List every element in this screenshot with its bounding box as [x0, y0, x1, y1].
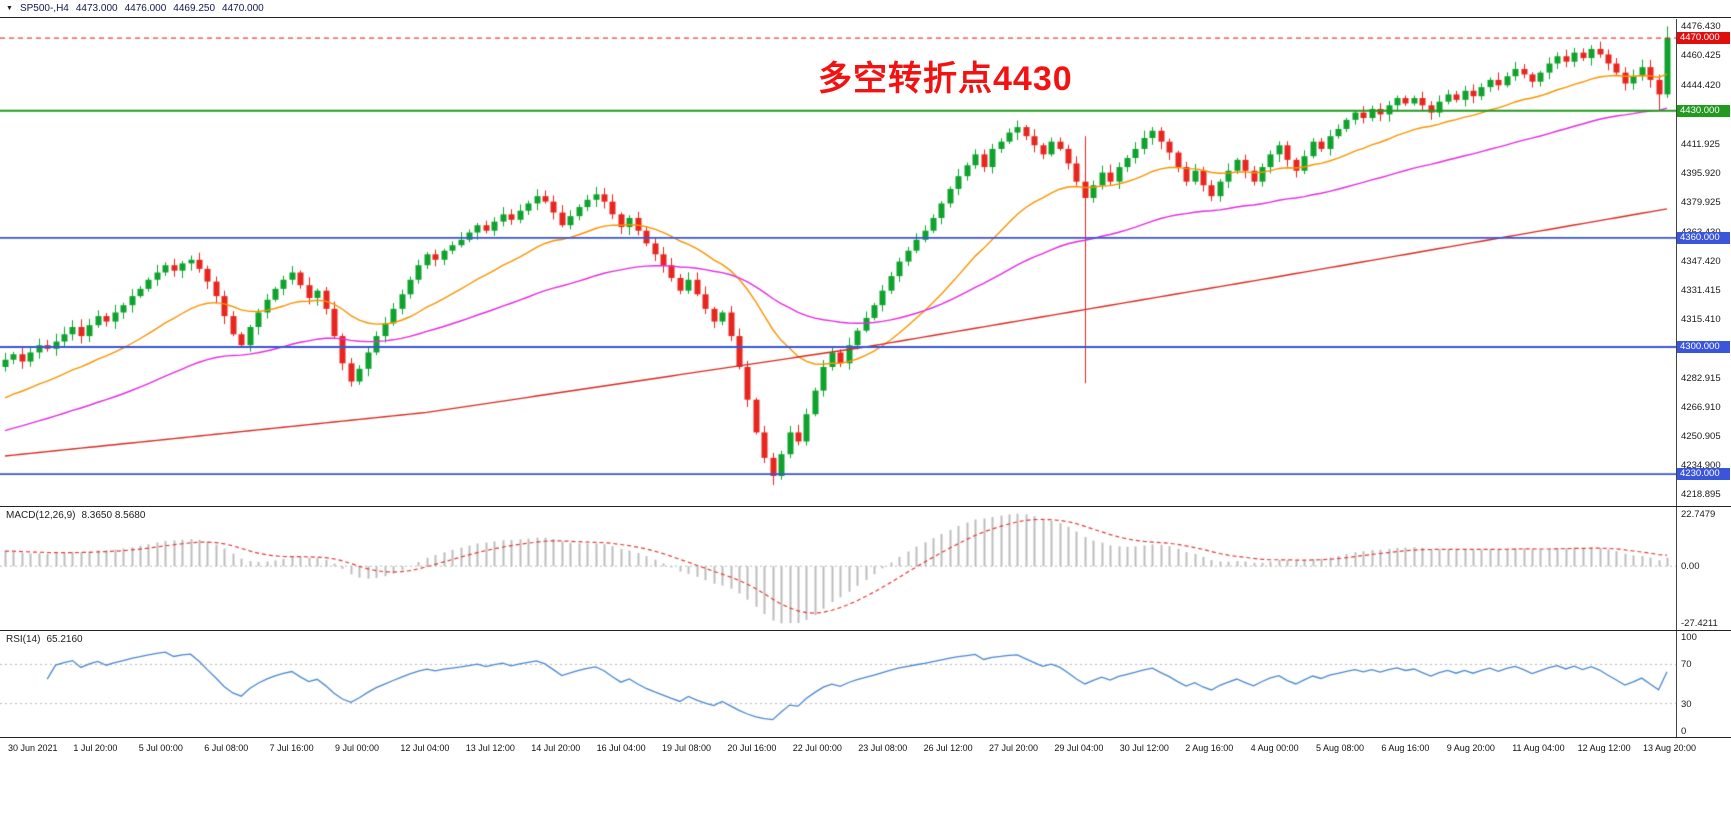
macd-axis-label: -27.4211 [1681, 618, 1718, 629]
rsi-values: 65.2160 [46, 634, 83, 645]
price-axis-label: 4347.420 [1681, 255, 1721, 267]
time-axis-label: 7 Jul 16:00 [269, 743, 314, 753]
time-axis-label: 9 Jul 00:00 [335, 743, 380, 753]
symbol-dropdown-icon: ▼ [6, 5, 13, 12]
time-axis-label: 22 Jul 00:00 [792, 743, 842, 753]
time-axis-label: 30 Jun 2021 [8, 743, 58, 753]
time-axis-label: 6 Aug 16:00 [1381, 743, 1430, 753]
price-axis-label: 4250.905 [1681, 431, 1721, 443]
price-badge: 4430.000 [1677, 104, 1730, 117]
macd-label: MACD(12,26,9) 8.3650 8.5680 [6, 510, 145, 521]
time-axis-label: 16 Jul 04:00 [596, 743, 646, 753]
price-axis-label: 4315.410 [1681, 313, 1721, 325]
price-axis[interactable] [1676, 19, 1731, 506]
price-axis-label: 4395.920 [1681, 167, 1721, 179]
macd-canvas[interactable] [0, 507, 1676, 630]
ohlc-quote-bar: ▼ SP500-,H4 4473.000 4476.000 4469.250 4… [0, 0, 1731, 18]
time-axis-label: 13 Aug 20:00 [1643, 743, 1697, 753]
time-axis-label: 14 Jul 20:00 [531, 743, 581, 753]
rsi-axis-label: 0 [1681, 726, 1687, 737]
time-axis-label: 12 Jul 04:00 [400, 743, 450, 753]
price-badge: 4230.000 [1677, 468, 1730, 481]
rsi-indicator-panel: RSI(14) 65.2160 100 70 30 0 [0, 631, 1731, 738]
price-axis-label: 4460.425 [1681, 50, 1721, 62]
time-axis-label: 5 Jul 00:00 [138, 743, 183, 753]
price-chart-canvas[interactable] [0, 19, 1676, 506]
time-axis-label: 23 Jul 08:00 [858, 743, 908, 753]
price-badge: 4360.000 [1677, 231, 1730, 244]
macd-values: 8.3650 8.5680 [81, 510, 146, 521]
price-axis-label: 4444.420 [1681, 79, 1721, 91]
rsi-axis-label: 70 [1681, 659, 1692, 671]
rsi-axis[interactable] [1676, 631, 1731, 737]
price-axis-label: 4411.925 [1681, 138, 1720, 150]
time-axis-label: 12 Aug 12:00 [1577, 743, 1631, 753]
price-chart-panel: 多空转折点4430 4476.430 4460.425 4444.420 4411.9… [0, 19, 1731, 507]
time-axis-label: 13 Jul 12:00 [465, 743, 515, 753]
time-axis[interactable]: 30 Jun 2021 1 Jul 20:00 5 Jul 00:00 6 Jul 0… [0, 738, 1731, 760]
quote-low: 4469.250 [173, 3, 216, 14]
symbol-timeframe-label: SP500-,H4 [19, 3, 69, 14]
time-axis-label: 2 Aug 16:00 [1185, 743, 1234, 753]
time-axis-label: 9 Aug 20:00 [1446, 743, 1495, 753]
time-axis-label: 11 Aug 04:00 [1512, 743, 1565, 753]
quote-close: 4470.000 [222, 3, 264, 14]
macd-name: MACD(12,26,9) [6, 510, 76, 521]
time-axis-label: 6 Jul 08:00 [204, 743, 249, 753]
price-axis-label: 4234.900 [1681, 460, 1721, 472]
price-axis-label: 4476.430 [1681, 21, 1721, 33]
time-axis-label: 19 Jul 08:00 [662, 743, 712, 753]
rsi-canvas[interactable] [0, 631, 1676, 737]
time-axis-label: 26 Jul 12:00 [923, 743, 973, 753]
macd-axis-label: 22.7479 [1681, 509, 1716, 520]
price-axis-label: 4282.915 [1681, 373, 1721, 385]
price-axis-label: 4379.925 [1681, 196, 1721, 208]
time-axis-label: 1 Jul 20:00 [73, 743, 118, 753]
price-badge: 4470.000 [1677, 32, 1730, 45]
price-badge: 4300.000 [1677, 340, 1730, 353]
time-axis-label: 27 Jul 20:00 [989, 743, 1039, 753]
annotation-text: 多空转折点4430 [818, 60, 1073, 98]
price-axis-label: 4218.895 [1681, 489, 1721, 501]
rsi-name: RSI(14) [6, 634, 41, 645]
macd-axis-label: 0.00 [1681, 561, 1700, 573]
price-axis-label: 4266.910 [1681, 402, 1721, 414]
rsi-label: RSI(14) 65.2160 [6, 634, 83, 645]
time-axis-label: 5 Aug 08:00 [1316, 743, 1365, 753]
time-axis-label: 30 Jul 12:00 [1119, 743, 1169, 753]
rsi-axis-label: 100 [1681, 632, 1697, 643]
time-axis-label: 29 Jul 04:00 [1054, 743, 1104, 753]
quote-high: 4476.000 [124, 3, 167, 14]
macd-axis[interactable] [1676, 507, 1731, 630]
rsi-axis-label: 30 [1681, 698, 1692, 710]
time-axis-label: 20 Jul 16:00 [727, 743, 777, 753]
price-axis-label: 4331.415 [1681, 284, 1721, 296]
macd-indicator-panel: MACD(12,26,9) 8.3650 8.5680 22.7479 0.00 -2… [0, 507, 1731, 631]
time-axis-label: 4 Aug 00:00 [1250, 743, 1299, 753]
quote-open: 4473.000 [75, 3, 118, 14]
